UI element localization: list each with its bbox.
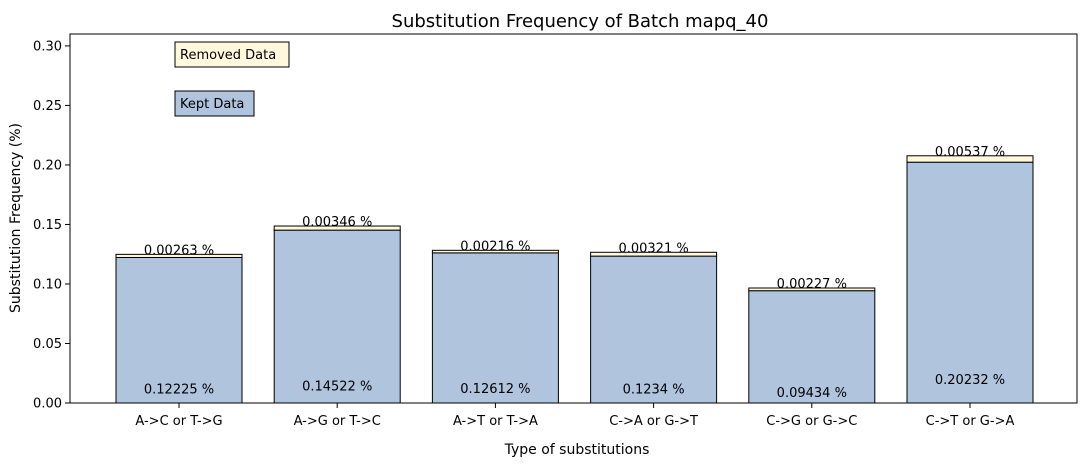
bar-kept-5 xyxy=(906,161,1034,404)
bar-removed-0 xyxy=(115,253,243,258)
legend-kept-data: Kept Data xyxy=(174,90,255,117)
bar-removed-4 xyxy=(748,287,876,292)
bar-kept-1 xyxy=(273,229,401,404)
x-tick-label-5: C->T or G->A xyxy=(926,414,1015,429)
y-tick-label-6: 0.30 xyxy=(33,39,62,54)
bar-kept-label-1: 0.14522 % xyxy=(302,380,372,395)
legend-kept-label: Kept Data xyxy=(180,97,244,112)
bar-removed-label-4: 0.00227 % xyxy=(777,277,847,292)
bar-removed-label-1: 0.00346 % xyxy=(302,215,372,230)
y-tick-label-2: 0.10 xyxy=(33,277,62,292)
y-tick-label-4: 0.20 xyxy=(33,158,62,173)
x-tick-label-4: C->G or G->C xyxy=(766,414,857,429)
y-axis: 0.00 0.05 0.10 0.15 0.20 0.25 0.30 xyxy=(33,39,70,412)
bar-removed-label-2: 0.00216 % xyxy=(460,239,530,254)
bar-removed-5 xyxy=(906,155,1034,163)
legend-removed-swatch xyxy=(174,41,290,68)
legend-removed-data: Removed Data xyxy=(174,41,290,68)
y-tick-label-3: 0.15 xyxy=(33,218,62,233)
bar-removed-1 xyxy=(273,225,401,231)
y-axis-label: Substitution Frequency (%) xyxy=(8,123,24,313)
y-tick-label-5: 0.25 xyxy=(33,99,62,114)
bar-removed-3 xyxy=(590,251,718,257)
bar-removed-label-3: 0.00321 % xyxy=(618,241,688,256)
x-axis: A->C or T->G A->G or T->C A->T or T->A C->A… xyxy=(135,403,1014,429)
bars-layer xyxy=(115,155,1034,404)
bar-labels-layer: 0.12225 % 0.00263 % 0.14522 % 0.00346 % 0.12… xyxy=(144,145,1005,401)
bar-kept-3 xyxy=(590,255,718,404)
x-axis-label: Type of substitutions xyxy=(504,442,650,458)
x-tick-label-1: A->G or T->C xyxy=(294,414,381,429)
bar-kept-label-2: 0.12612 % xyxy=(460,382,530,397)
bar-removed-2 xyxy=(431,249,559,254)
y-tick-label-1: 0.05 xyxy=(33,337,62,352)
bar-kept-label-0: 0.12225 % xyxy=(144,382,214,397)
bar-kept-label-4: 0.09434 % xyxy=(777,386,847,401)
x-tick-label-0: A->C or T->G xyxy=(135,414,222,429)
bar-removed-label-5: 0.00537 % xyxy=(935,145,1005,160)
bar-removed-label-0: 0.00263 % xyxy=(144,243,214,258)
y-tick-label-0: 0.00 xyxy=(33,397,62,412)
bar-kept-4 xyxy=(748,290,876,404)
bar-kept-label-5: 0.20232 % xyxy=(935,373,1005,388)
x-tick-label-3: C->A or G->T xyxy=(609,414,698,429)
legend-kept-swatch xyxy=(174,90,255,117)
bar-kept-0 xyxy=(115,256,243,404)
chart-title: Substitution Frequency of Batch mapq_40 xyxy=(392,11,769,32)
x-tick-label-2: A->T or T->A xyxy=(453,414,538,429)
bar-kept-label-3: 0.1234 % xyxy=(623,382,685,397)
bar-kept-2 xyxy=(431,252,559,404)
legend-removed-label: Removed Data xyxy=(180,48,276,63)
plot-frame xyxy=(69,33,1078,404)
